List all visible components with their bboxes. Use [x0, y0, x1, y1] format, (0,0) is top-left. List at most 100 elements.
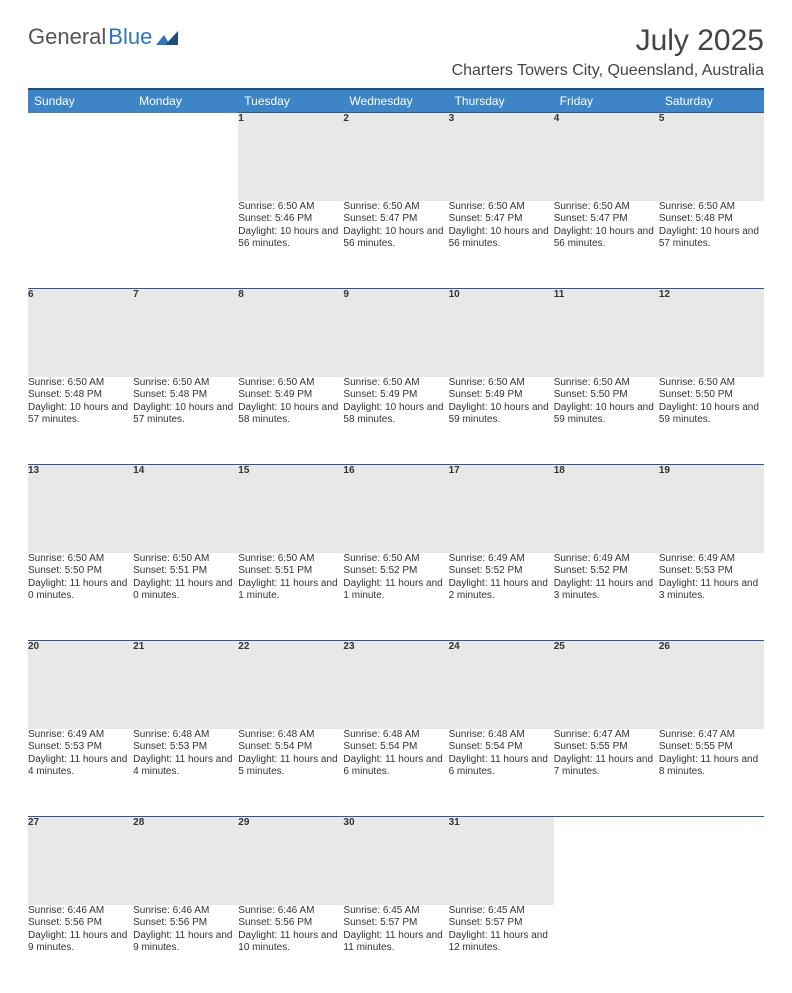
- day-number-cell: 2: [343, 113, 448, 201]
- sunrise-line: Sunrise: 6:50 AM: [343, 553, 448, 566]
- daylight-line: Daylight: 11 hours and 10 minutes.: [238, 930, 343, 955]
- sunset-line: Sunset: 5:47 PM: [449, 213, 554, 226]
- day-number-cell: 23: [343, 641, 448, 729]
- day-content-cell: Sunrise: 6:50 AMSunset: 5:47 PMDaylight:…: [343, 201, 448, 289]
- sunset-line: Sunset: 5:46 PM: [238, 213, 343, 226]
- content-row: Sunrise: 6:49 AMSunset: 5:53 PMDaylight:…: [28, 729, 764, 817]
- sunset-line: Sunset: 5:52 PM: [449, 565, 554, 578]
- sunrise-line: Sunrise: 6:50 AM: [554, 377, 659, 390]
- sunrise-line: Sunrise: 6:50 AM: [28, 553, 133, 566]
- sunrise-line: Sunrise: 6:49 AM: [659, 553, 764, 566]
- sunset-line: Sunset: 5:53 PM: [28, 741, 133, 754]
- daylight-line: Daylight: 11 hours and 3 minutes.: [554, 578, 659, 603]
- day-content-cell: Sunrise: 6:49 AMSunset: 5:53 PMDaylight:…: [28, 729, 133, 817]
- sunrise-line: Sunrise: 6:50 AM: [133, 377, 238, 390]
- day-content-cell: Sunrise: 6:50 AMSunset: 5:50 PMDaylight:…: [659, 377, 764, 465]
- day-number-cell: 18: [554, 465, 659, 553]
- day-number-cell: 11: [554, 289, 659, 377]
- day-number-cell: 30: [343, 817, 448, 905]
- sunrise-line: Sunrise: 6:50 AM: [238, 377, 343, 390]
- daylight-line: Daylight: 11 hours and 2 minutes.: [449, 578, 554, 603]
- daylight-line: Daylight: 10 hours and 56 minutes.: [343, 226, 448, 251]
- day-content-cell: Sunrise: 6:50 AMSunset: 5:47 PMDaylight:…: [554, 201, 659, 289]
- day-header: Saturday: [659, 89, 764, 113]
- day-content-cell: Sunrise: 6:50 AMSunset: 5:48 PMDaylight:…: [133, 377, 238, 465]
- calendar-table: Sunday Monday Tuesday Wednesday Thursday…: [28, 88, 764, 993]
- daylight-line: Daylight: 11 hours and 5 minutes.: [238, 754, 343, 779]
- sunset-line: Sunset: 5:50 PM: [28, 565, 133, 578]
- daylight-line: Daylight: 10 hours and 58 minutes.: [238, 402, 343, 427]
- day-content-cell: Sunrise: 6:46 AMSunset: 5:56 PMDaylight:…: [133, 905, 238, 993]
- logo-text-1: General: [28, 24, 106, 50]
- logo: GeneralBlue: [28, 24, 178, 50]
- sunrise-line: Sunrise: 6:50 AM: [449, 201, 554, 214]
- day-content-cell: Sunrise: 6:50 AMSunset: 5:49 PMDaylight:…: [449, 377, 554, 465]
- day-number-cell: 17: [449, 465, 554, 553]
- daylight-line: Daylight: 10 hours and 56 minutes.: [238, 226, 343, 251]
- day-number-cell: 10: [449, 289, 554, 377]
- day-content-cell: Sunrise: 6:46 AMSunset: 5:56 PMDaylight:…: [238, 905, 343, 993]
- day-header: Friday: [554, 89, 659, 113]
- day-content-cell: [554, 905, 659, 993]
- daynum-row: 13141516171819: [28, 465, 764, 553]
- day-number-cell: 3: [449, 113, 554, 201]
- day-number-cell: 20: [28, 641, 133, 729]
- day-number-cell: [659, 817, 764, 905]
- sunset-line: Sunset: 5:50 PM: [554, 389, 659, 402]
- daylight-line: Daylight: 10 hours and 58 minutes.: [343, 402, 448, 427]
- day-content-cell: Sunrise: 6:45 AMSunset: 5:57 PMDaylight:…: [449, 905, 554, 993]
- daynum-row: 20212223242526: [28, 641, 764, 729]
- daylight-line: Daylight: 11 hours and 3 minutes.: [659, 578, 764, 603]
- day-content-cell: Sunrise: 6:50 AMSunset: 5:46 PMDaylight:…: [238, 201, 343, 289]
- day-content-cell: Sunrise: 6:46 AMSunset: 5:56 PMDaylight:…: [28, 905, 133, 993]
- sunset-line: Sunset: 5:57 PM: [449, 917, 554, 930]
- daylight-line: Daylight: 11 hours and 9 minutes.: [133, 930, 238, 955]
- sunset-line: Sunset: 5:48 PM: [659, 213, 764, 226]
- sunset-line: Sunset: 5:55 PM: [659, 741, 764, 754]
- sunrise-line: Sunrise: 6:50 AM: [238, 553, 343, 566]
- day-content-cell: [28, 201, 133, 289]
- day-header-row: Sunday Monday Tuesday Wednesday Thursday…: [28, 89, 764, 113]
- day-content-cell: Sunrise: 6:50 AMSunset: 5:51 PMDaylight:…: [238, 553, 343, 641]
- sunset-line: Sunset: 5:48 PM: [133, 389, 238, 402]
- day-content-cell: Sunrise: 6:48 AMSunset: 5:53 PMDaylight:…: [133, 729, 238, 817]
- sunset-line: Sunset: 5:50 PM: [659, 389, 764, 402]
- sunrise-line: Sunrise: 6:45 AM: [343, 905, 448, 918]
- day-number-cell: 24: [449, 641, 554, 729]
- sunset-line: Sunset: 5:49 PM: [343, 389, 448, 402]
- day-number-cell: 22: [238, 641, 343, 729]
- sunset-line: Sunset: 5:54 PM: [449, 741, 554, 754]
- day-number-cell: 25: [554, 641, 659, 729]
- sunset-line: Sunset: 5:47 PM: [343, 213, 448, 226]
- day-content-cell: Sunrise: 6:50 AMSunset: 5:50 PMDaylight:…: [554, 377, 659, 465]
- day-content-cell: Sunrise: 6:49 AMSunset: 5:53 PMDaylight:…: [659, 553, 764, 641]
- daylight-line: Daylight: 10 hours and 57 minutes.: [659, 226, 764, 251]
- daylight-line: Daylight: 11 hours and 1 minute.: [238, 578, 343, 603]
- day-header: Tuesday: [238, 89, 343, 113]
- daylight-line: Daylight: 11 hours and 0 minutes.: [133, 578, 238, 603]
- daylight-line: Daylight: 10 hours and 57 minutes.: [28, 402, 133, 427]
- calendar-page: GeneralBlue July 2025 Charters Towers Ci…: [0, 0, 792, 993]
- sunset-line: Sunset: 5:47 PM: [554, 213, 659, 226]
- daylight-line: Daylight: 11 hours and 6 minutes.: [343, 754, 448, 779]
- day-number-cell: 12: [659, 289, 764, 377]
- sunset-line: Sunset: 5:54 PM: [343, 741, 448, 754]
- daylight-line: Daylight: 10 hours and 59 minutes.: [449, 402, 554, 427]
- day-number-cell: [554, 817, 659, 905]
- daylight-line: Daylight: 11 hours and 4 minutes.: [28, 754, 133, 779]
- daylight-line: Daylight: 11 hours and 4 minutes.: [133, 754, 238, 779]
- day-content-cell: Sunrise: 6:47 AMSunset: 5:55 PMDaylight:…: [554, 729, 659, 817]
- daylight-line: Daylight: 11 hours and 11 minutes.: [343, 930, 448, 955]
- sunset-line: Sunset: 5:56 PM: [238, 917, 343, 930]
- day-content-cell: Sunrise: 6:50 AMSunset: 5:51 PMDaylight:…: [133, 553, 238, 641]
- daylight-line: Daylight: 11 hours and 12 minutes.: [449, 930, 554, 955]
- sunrise-line: Sunrise: 6:50 AM: [238, 201, 343, 214]
- day-number-cell: [133, 113, 238, 201]
- month-title: July 2025: [636, 24, 764, 58]
- logo-icon: [156, 29, 178, 45]
- daylight-line: Daylight: 11 hours and 8 minutes.: [659, 754, 764, 779]
- sunrise-line: Sunrise: 6:50 AM: [554, 201, 659, 214]
- daylight-line: Daylight: 10 hours and 59 minutes.: [554, 402, 659, 427]
- day-number-cell: 7: [133, 289, 238, 377]
- day-number-cell: 26: [659, 641, 764, 729]
